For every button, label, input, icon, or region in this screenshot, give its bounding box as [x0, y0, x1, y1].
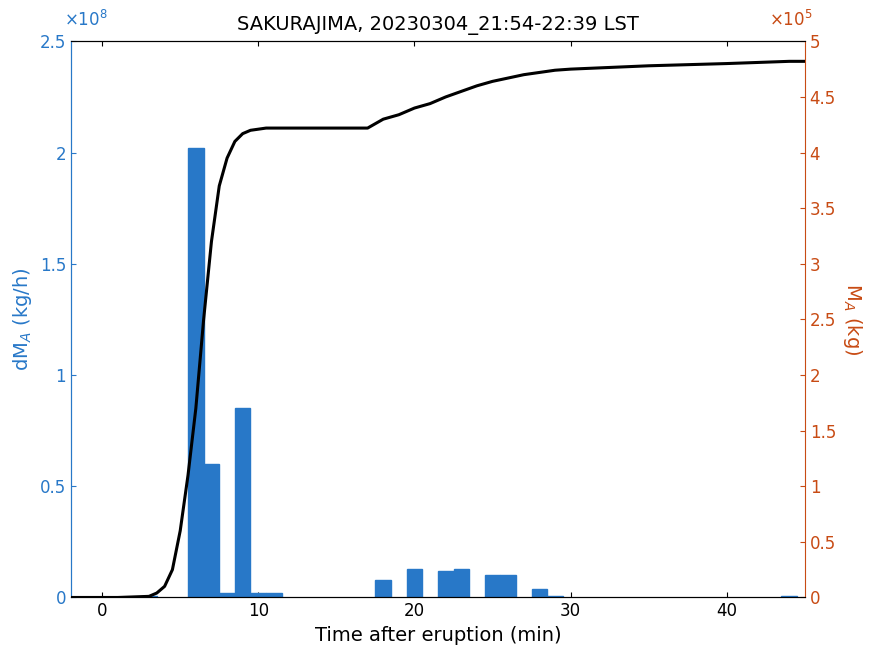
Bar: [266, 593, 282, 598]
Bar: [188, 148, 204, 598]
Bar: [375, 580, 391, 598]
Bar: [407, 569, 423, 598]
X-axis label: Time after eruption (min): Time after eruption (min): [315, 626, 561, 645]
Bar: [532, 588, 547, 598]
Y-axis label: dM$_A$ (kg/h): dM$_A$ (kg/h): [11, 268, 34, 371]
Bar: [141, 596, 157, 598]
Title: SAKURAJIMA, 20230304_21:54-22:39 LST: SAKURAJIMA, 20230304_21:54-22:39 LST: [237, 16, 639, 35]
Text: $\times10^8$: $\times10^8$: [64, 10, 108, 30]
Bar: [234, 409, 250, 598]
Y-axis label: M$_A$ (kg): M$_A$ (kg): [841, 283, 864, 356]
Bar: [438, 571, 453, 598]
Bar: [220, 593, 234, 598]
Bar: [453, 569, 469, 598]
Text: $\times10^5$: $\times10^5$: [768, 10, 812, 30]
Bar: [781, 596, 797, 598]
Bar: [485, 575, 500, 598]
Bar: [204, 464, 220, 598]
Bar: [547, 596, 563, 598]
Bar: [250, 593, 266, 598]
Bar: [500, 575, 516, 598]
